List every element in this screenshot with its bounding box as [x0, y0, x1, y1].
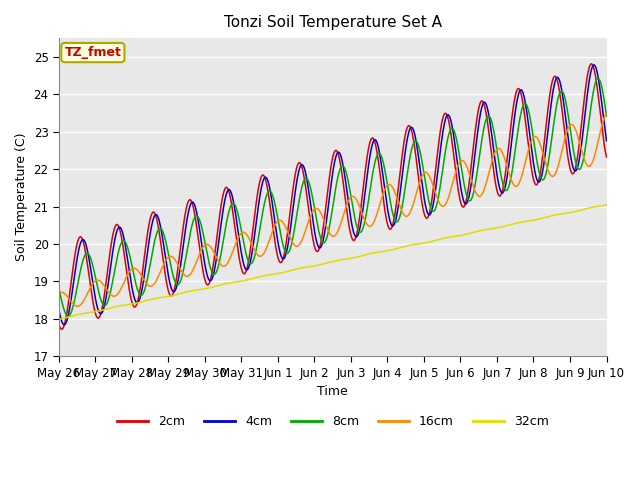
16cm: [239, 229, 246, 235]
4cm: [55, 307, 63, 313]
2cm: [177, 240, 185, 246]
32cm: [538, 216, 545, 221]
Y-axis label: Soil Temperature (C): Soil Temperature (C): [15, 133, 28, 262]
Text: TZ_fmet: TZ_fmet: [65, 46, 122, 59]
32cm: [238, 278, 246, 284]
Line: 8cm: 8cm: [59, 79, 607, 316]
16cm: [490, 154, 497, 159]
Line: 32cm: 32cm: [59, 205, 607, 319]
8cm: [55, 286, 63, 292]
32cm: [418, 240, 426, 246]
8cm: [418, 158, 426, 164]
16cm: [603, 110, 611, 116]
2cm: [239, 269, 246, 275]
8cm: [595, 76, 602, 82]
32cm: [164, 294, 172, 300]
16cm: [74, 303, 81, 309]
2cm: [588, 61, 595, 67]
Title: Tonzi Soil Temperature Set A: Tonzi Soil Temperature Set A: [224, 15, 442, 30]
2cm: [490, 167, 497, 173]
X-axis label: Time: Time: [317, 385, 348, 398]
4cm: [177, 259, 185, 264]
8cm: [239, 233, 246, 239]
Line: 4cm: 4cm: [59, 65, 607, 325]
16cm: [164, 255, 172, 261]
16cm: [55, 290, 63, 296]
4cm: [490, 146, 497, 152]
32cm: [55, 316, 63, 322]
4cm: [538, 172, 546, 178]
8cm: [64, 313, 72, 319]
2cm: [164, 286, 172, 291]
8cm: [490, 127, 497, 132]
4cm: [60, 322, 68, 328]
8cm: [177, 276, 185, 282]
4cm: [603, 138, 611, 144]
2cm: [603, 154, 611, 160]
8cm: [603, 113, 611, 119]
8cm: [538, 177, 546, 182]
8cm: [164, 248, 172, 254]
4cm: [239, 255, 246, 261]
16cm: [418, 173, 426, 179]
4cm: [418, 180, 426, 186]
32cm: [603, 202, 611, 208]
16cm: [177, 267, 185, 273]
32cm: [177, 290, 184, 296]
4cm: [590, 62, 598, 68]
2cm: [55, 322, 63, 328]
4cm: [164, 269, 172, 275]
Line: 2cm: 2cm: [59, 64, 607, 329]
Line: 16cm: 16cm: [59, 113, 607, 306]
2cm: [538, 160, 546, 166]
2cm: [58, 326, 65, 332]
2cm: [418, 200, 426, 206]
32cm: [489, 226, 497, 231]
Legend: 2cm, 4cm, 8cm, 16cm, 32cm: 2cm, 4cm, 8cm, 16cm, 32cm: [111, 410, 554, 433]
16cm: [538, 147, 546, 153]
